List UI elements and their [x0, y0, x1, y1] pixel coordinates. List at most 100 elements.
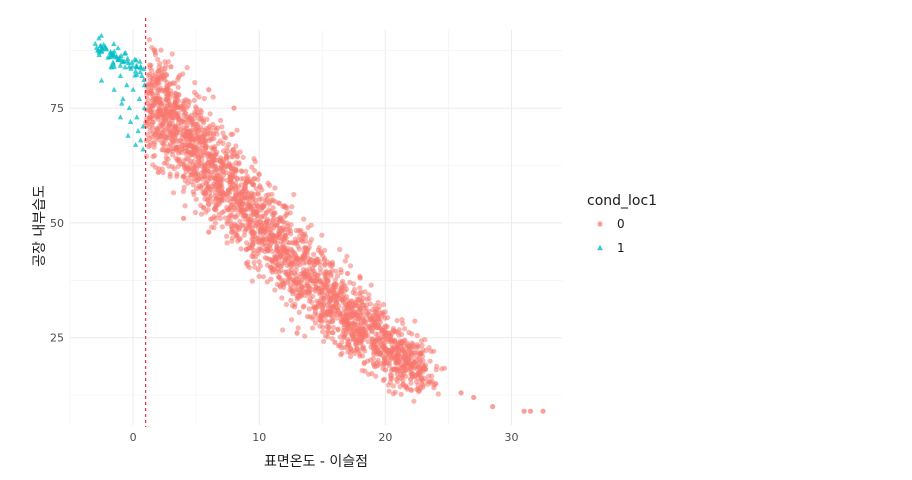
- series-0-point: [380, 344, 386, 350]
- series-0-point: [187, 165, 193, 171]
- series-0-point: [288, 270, 294, 277]
- series-0-point: [414, 386, 420, 392]
- series-0-point: [224, 153, 230, 159]
- series-0-point: [143, 138, 149, 144]
- series-0-point: [318, 317, 324, 323]
- series-0-point: [391, 367, 397, 373]
- series-0-point: [175, 158, 181, 164]
- series-0-point: [251, 259, 257, 266]
- series-0-point: [340, 310, 346, 316]
- grid: [69, 30, 562, 425]
- series-0-point: [527, 408, 534, 414]
- series-0-point: [294, 240, 300, 246]
- series-0-point: [161, 160, 167, 166]
- series-0-point: [164, 111, 170, 117]
- x-tick-label: 20: [378, 431, 392, 444]
- series-0-point: [325, 334, 331, 340]
- series-0-point: [159, 112, 165, 118]
- series-0-point: [192, 209, 198, 215]
- series-0-point: [182, 203, 188, 209]
- series-0-point: [283, 301, 289, 308]
- series-0-point: [321, 292, 327, 298]
- series-0-point: [385, 315, 391, 321]
- series-0-point: [240, 154, 246, 160]
- series-0-point: [201, 188, 208, 194]
- series-0-point: [262, 222, 268, 228]
- series-1-point: [135, 128, 141, 134]
- series-0-point: [320, 329, 326, 335]
- series-0-point: [248, 194, 254, 200]
- series-0-point: [319, 232, 325, 238]
- series-0-point: [402, 337, 408, 343]
- series-0-point: [346, 320, 352, 326]
- series-0-point: [301, 252, 307, 258]
- series-0-point: [408, 371, 414, 377]
- series-0-point: [385, 347, 391, 353]
- series-0-point: [231, 214, 237, 220]
- series-0-point: [237, 218, 243, 224]
- series-0-point: [204, 116, 210, 122]
- series-0-point: [234, 127, 240, 133]
- series-0-point: [394, 317, 400, 324]
- series-0-point: [209, 224, 215, 230]
- series-0-point: [191, 191, 197, 197]
- series-0-point: [226, 141, 232, 147]
- series-0-point: [276, 231, 282, 237]
- series-0-point: [369, 371, 375, 377]
- series-0-point: [231, 105, 237, 111]
- series-0-point: [188, 172, 194, 178]
- series-0-point: [339, 294, 345, 300]
- series-0-point: [261, 229, 267, 235]
- series-0-point: [396, 341, 402, 347]
- series-0-point: [324, 309, 330, 315]
- series-0-point: [181, 119, 187, 125]
- series-0-point: [257, 183, 263, 189]
- series-0-point: [269, 230, 275, 237]
- series-0-point: [162, 118, 168, 125]
- series-0-point: [166, 120, 172, 126]
- series-0-point: [236, 236, 242, 243]
- series-0-point: [280, 203, 286, 210]
- series-0-point: [280, 327, 286, 333]
- series-0-point: [192, 109, 198, 115]
- series-0-point: [299, 283, 305, 289]
- x-tick-label: 10: [252, 431, 266, 444]
- series-0-point: [211, 181, 217, 187]
- series-0-point: [280, 241, 286, 247]
- series-0-point: [220, 130, 226, 136]
- series-0-point: [418, 377, 424, 383]
- series-0-point: [273, 255, 279, 261]
- legend: cond_loc1 0 1: [587, 193, 657, 255]
- series-0-point: [217, 215, 223, 222]
- series-0-point: [265, 248, 272, 254]
- series-0-point: [301, 303, 307, 309]
- series-0-point: [318, 250, 324, 256]
- series-0-point: [205, 207, 211, 213]
- y-tick-labels: 25 50 75: [50, 102, 64, 345]
- series-0-point: [332, 339, 338, 345]
- series-0-point: [253, 186, 259, 192]
- series-0-point: [400, 373, 406, 379]
- series-0-point: [311, 262, 317, 268]
- series-0-point: [340, 283, 346, 289]
- series-0-point: [326, 289, 332, 295]
- series-0-point: [344, 344, 350, 351]
- series-0-point: [345, 339, 351, 345]
- series-0-point: [255, 248, 261, 254]
- series-0-point: [296, 309, 302, 315]
- series-0-point: [196, 116, 203, 122]
- series-0-point: [362, 348, 368, 354]
- series-0-point: [201, 133, 207, 139]
- series-0-point: [375, 316, 381, 322]
- series-0-point: [420, 382, 426, 388]
- series-1-point: [96, 35, 102, 41]
- series-0-point: [181, 184, 187, 190]
- series-0-point: [347, 312, 353, 318]
- series-0-point: [223, 135, 229, 141]
- series-0-point: [407, 361, 413, 368]
- series-0-point: [304, 279, 310, 285]
- series-1-point: [98, 77, 105, 83]
- series-0-point: [294, 287, 300, 293]
- series-0-point: [218, 117, 224, 123]
- series-0-point: [289, 303, 296, 309]
